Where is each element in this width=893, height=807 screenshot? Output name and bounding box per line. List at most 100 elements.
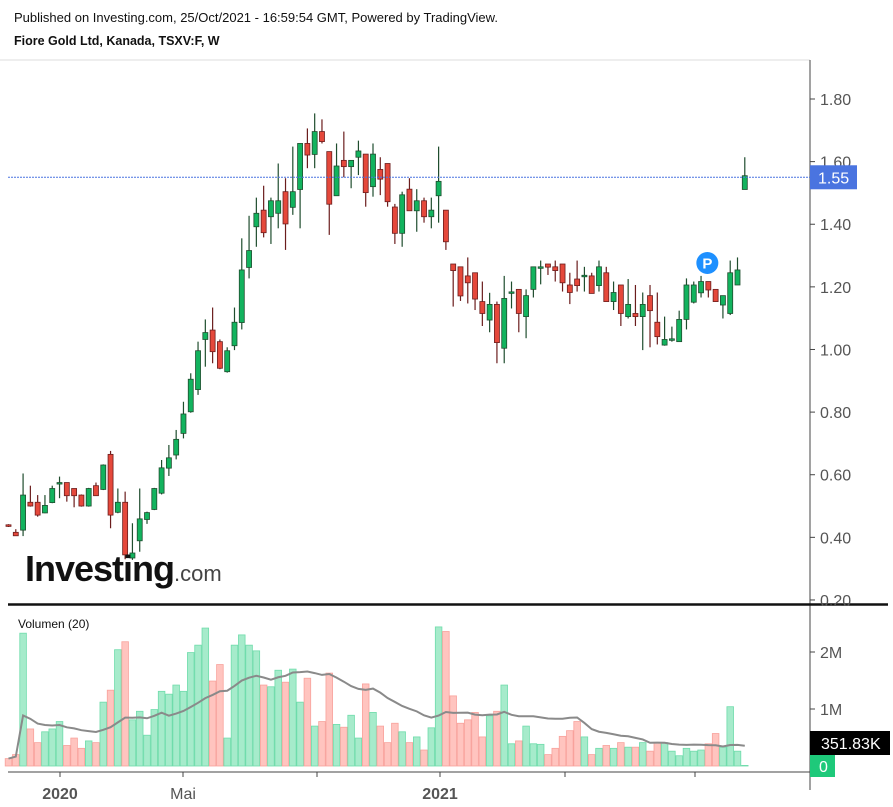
volume-bar <box>41 731 49 767</box>
volume-bar <box>427 727 436 767</box>
volume-ma-line <box>8 670 745 760</box>
candle-body <box>720 295 726 306</box>
candle-body <box>428 209 435 218</box>
volume-bar <box>92 742 100 767</box>
candle-body <box>144 512 150 520</box>
candle-body <box>406 188 413 212</box>
candle-body <box>698 281 704 294</box>
candle-body <box>71 488 78 497</box>
volume-bar <box>143 734 151 767</box>
volume-bar <box>624 746 632 767</box>
candle-body <box>530 266 537 290</box>
candle-body <box>282 191 289 225</box>
volume-ma-badge <box>810 731 890 755</box>
candle-body <box>421 200 427 218</box>
volume-bar <box>391 722 399 767</box>
volume-bar <box>136 710 144 767</box>
candle-body <box>588 275 595 294</box>
volume-bar <box>449 695 457 767</box>
volume-bar <box>259 684 268 767</box>
volume-bar <box>711 733 720 767</box>
candle-body <box>187 378 194 413</box>
candle-body <box>712 288 719 302</box>
volume-bar <box>172 684 180 767</box>
candle-body <box>78 494 85 507</box>
candle-body <box>494 303 500 343</box>
volume-bar <box>726 706 734 767</box>
volume-bar <box>500 684 508 767</box>
y-tick-label: 1.80 <box>820 92 851 109</box>
candle-body <box>224 350 231 373</box>
candle-body <box>523 295 529 318</box>
candle-body <box>377 169 384 180</box>
volume-bar <box>157 690 166 767</box>
candle-body <box>566 284 573 293</box>
candle-body <box>253 212 260 228</box>
last-price-label: 1.55 <box>818 170 849 187</box>
volume-bar <box>383 742 392 767</box>
volume-bar <box>733 750 742 767</box>
candle-body <box>617 284 624 314</box>
last-price-badge <box>810 165 857 190</box>
candle-body <box>552 266 559 271</box>
volume-zero-badge <box>810 755 835 777</box>
candle-body <box>486 303 493 321</box>
candle-body <box>27 501 34 507</box>
candle-body <box>413 200 420 212</box>
volume-bar <box>704 743 713 767</box>
candle-body <box>515 288 522 314</box>
volume-bar <box>128 719 137 767</box>
volume-bar <box>19 632 27 767</box>
x-tick-label: 2021 <box>422 786 458 803</box>
volume-bar <box>478 736 487 767</box>
candle-body <box>442 209 449 243</box>
volume-bar <box>602 745 610 767</box>
candle-body <box>231 321 238 347</box>
candle-body <box>340 159 347 168</box>
candle-body <box>537 266 544 269</box>
candle-body <box>202 332 209 340</box>
candle-body <box>100 464 107 490</box>
volume-bar <box>405 742 414 767</box>
volume-bar <box>485 715 494 767</box>
volume-bar <box>515 740 523 767</box>
volume-bar <box>77 747 86 767</box>
candles <box>5 113 748 560</box>
candle-body <box>122 501 129 556</box>
candle-body <box>209 329 216 353</box>
volume-ma-label: 351.83K <box>821 736 881 753</box>
volume-bar <box>442 631 450 767</box>
volume-bar <box>165 693 173 767</box>
volume-bar <box>646 750 654 767</box>
volume-bar <box>434 626 443 767</box>
volume-bar <box>274 669 282 767</box>
candle-body <box>464 275 471 284</box>
candle-body <box>129 552 136 559</box>
volume-bar <box>719 746 727 767</box>
volume-bar <box>653 742 662 767</box>
volume-bar <box>150 709 158 767</box>
volume-bar <box>376 725 384 767</box>
candle-body <box>668 338 675 341</box>
volume-bar <box>33 742 42 767</box>
candle-body <box>348 159 355 168</box>
volume-bar <box>55 721 64 767</box>
candle-body <box>12 531 19 537</box>
candle-body <box>289 191 296 208</box>
volume-bar <box>398 731 406 767</box>
volume-bar <box>99 701 107 767</box>
candle-body <box>727 272 734 314</box>
volume-bar <box>690 750 698 767</box>
volume-bar <box>194 644 202 767</box>
y-tick-label: 1.00 <box>820 342 851 359</box>
volume-bar <box>522 725 530 767</box>
volume-bars: Volumen (20) 2M 1M 0 351.83K <box>4 617 890 777</box>
volume-bar <box>507 743 516 767</box>
candle-body <box>333 165 340 197</box>
candle-body <box>384 163 391 203</box>
candle-body <box>319 131 325 142</box>
candle-body <box>581 274 588 278</box>
candle-body <box>596 266 602 287</box>
volume-bar <box>252 650 261 767</box>
